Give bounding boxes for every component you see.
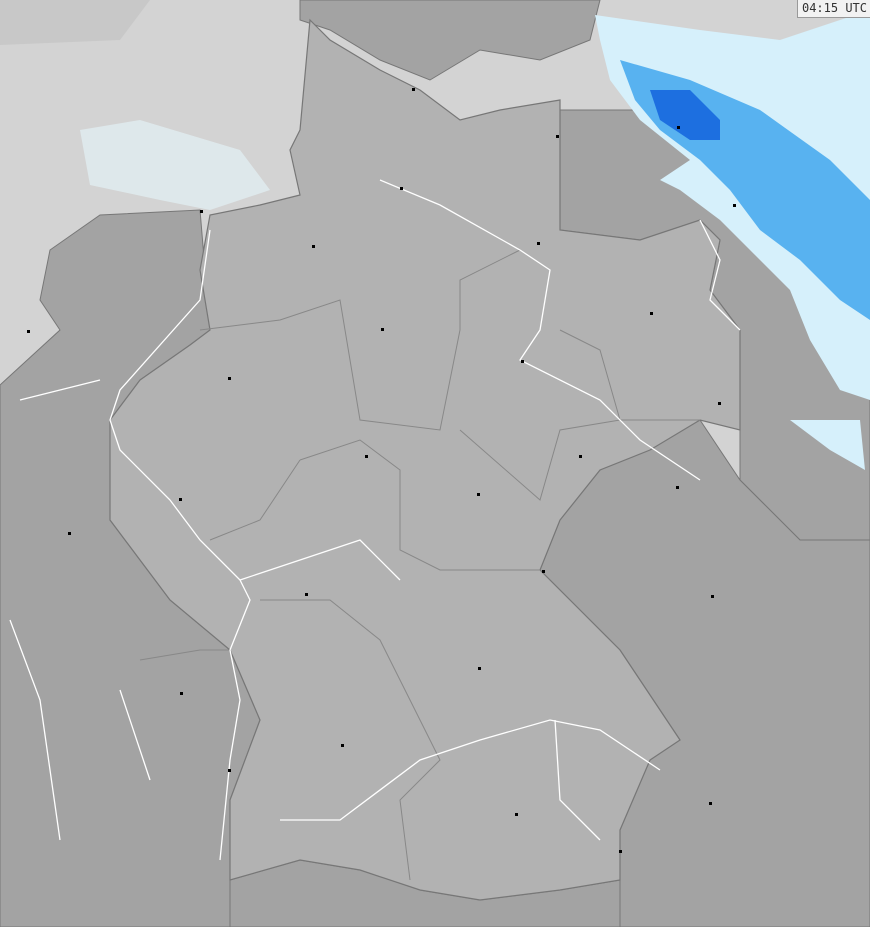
inn bbox=[554, 719, 601, 841]
rivers bbox=[9, 179, 741, 861]
bornholm-scandinavia bbox=[0, 0, 150, 45]
elbe bbox=[379, 179, 701, 481]
danube bbox=[280, 719, 661, 821]
city-dots bbox=[27, 88, 736, 853]
precip-scatter-east bbox=[790, 420, 865, 470]
precip-scatter-west bbox=[80, 120, 270, 210]
main bbox=[239, 539, 401, 581]
timestamp-label: 04:15 UTC bbox=[796, 0, 870, 18]
france-rivers bbox=[9, 379, 151, 841]
oder bbox=[699, 219, 741, 331]
germany bbox=[109, 18, 741, 901]
precipitation bbox=[80, 10, 870, 470]
precip-heavy bbox=[650, 90, 720, 140]
rhine bbox=[109, 229, 251, 861]
state-borders bbox=[139, 249, 700, 881]
